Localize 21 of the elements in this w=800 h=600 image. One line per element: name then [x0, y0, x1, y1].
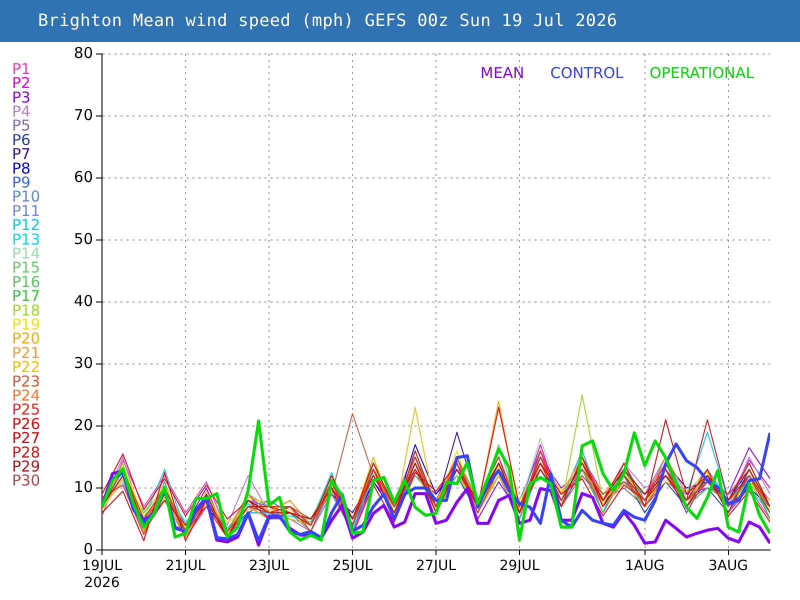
x-tick-label: 25JUL — [332, 558, 373, 574]
y-tick-label: 40 — [74, 292, 93, 310]
y-tick-label: 70 — [74, 106, 93, 124]
x-tick-label: 29JUL — [500, 558, 540, 574]
y-tick-label: 20 — [74, 416, 93, 434]
y-tick-label: 50 — [74, 230, 93, 248]
x-tick-label: 21JUL — [166, 558, 206, 574]
x-tick-label: 19JUL 2026 — [82, 558, 122, 591]
x-tick-label: 27JUL — [416, 558, 456, 574]
y-tick-label: 60 — [74, 168, 93, 186]
y-tick-label: 0 — [83, 540, 93, 558]
y-tick-label: 10 — [74, 478, 93, 496]
x-tick-label: 1AUG — [624, 558, 665, 574]
text: MEAN — [480, 64, 524, 82]
x-tick-label: 3AUG — [708, 558, 748, 574]
text: CONTROL — [550, 64, 624, 82]
y-tick-label: 80 — [74, 44, 93, 62]
text: OPERATIONAL — [650, 64, 755, 82]
y-tick-label: 30 — [74, 354, 93, 372]
chart-title: Brighton Mean wind speed (mph) GEFS 00z Sun 19 Jul 2026 — [0, 0, 800, 42]
x-tick-label: 23JUL — [249, 558, 290, 574]
